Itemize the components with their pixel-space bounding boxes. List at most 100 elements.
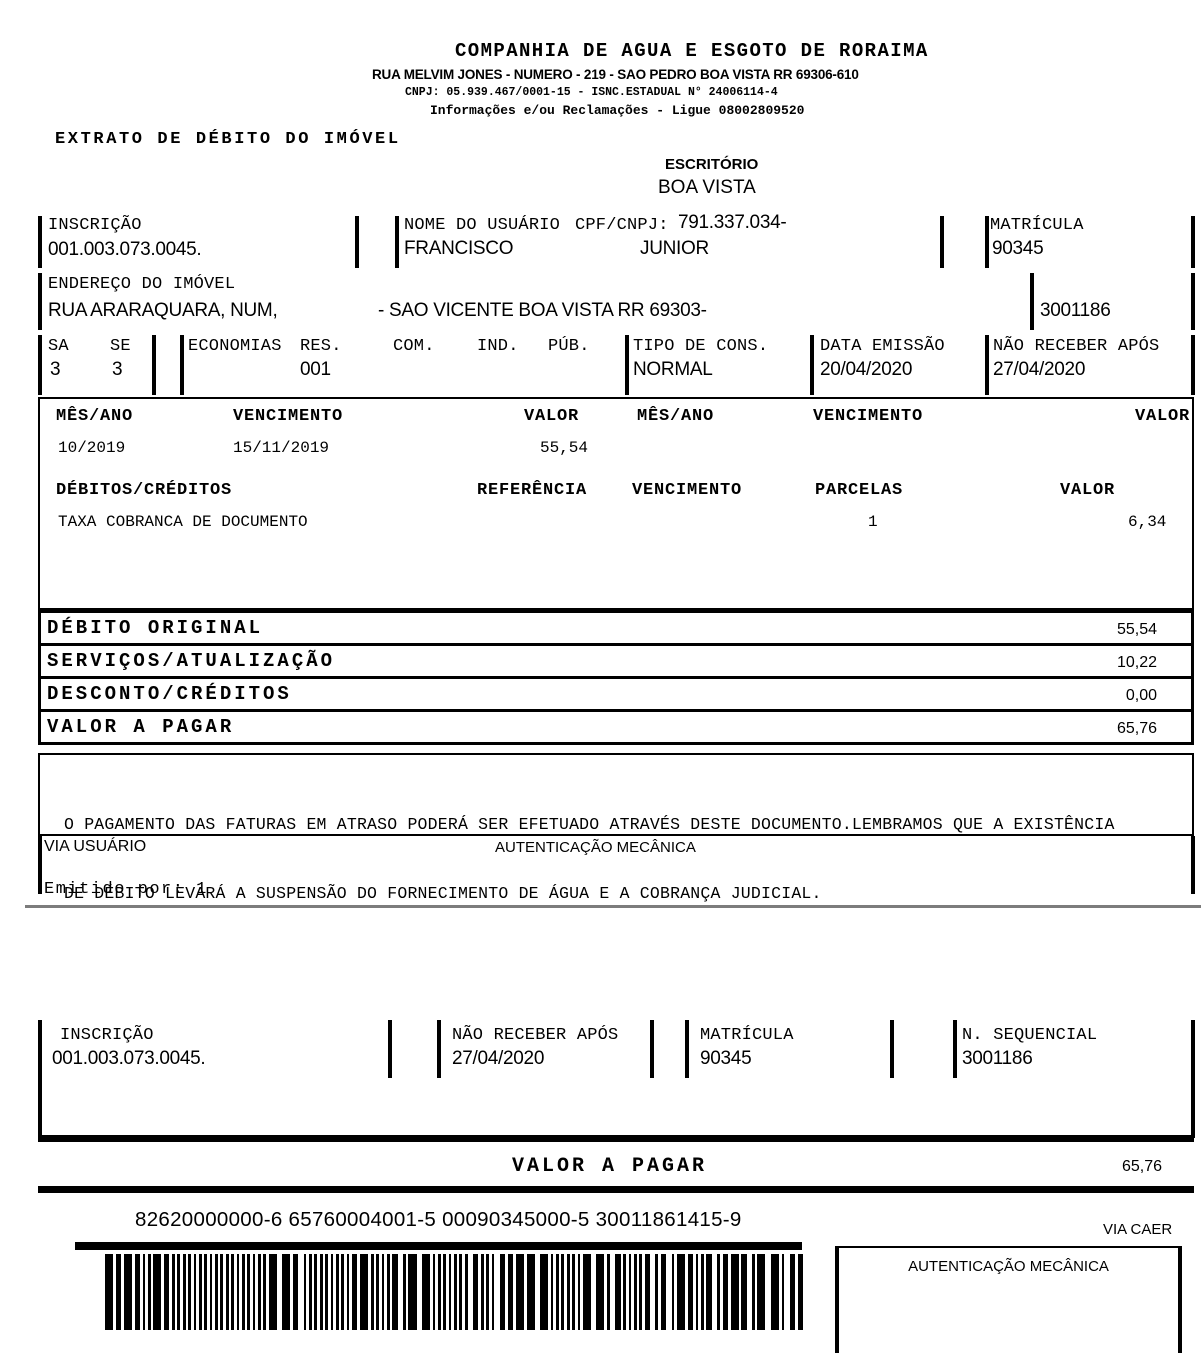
page-title: EXTRATO DE DÉBITO DO IMÓVEL [55,130,401,149]
divider [625,335,629,395]
divider [953,1020,957,1078]
office-label: ESCRITÓRIO [665,156,759,173]
data-emissao-value: 20/04/2020 [820,359,913,380]
credit-row-parcelas: 1 [868,513,878,531]
col-header-valor-2: VALOR [1135,407,1191,426]
autenticacao-mecanica-box-label: AUTENTICAÇÃO MECÂNICA [908,1258,1109,1275]
stub-valor-a-pagar-value: 65,76 [1122,1158,1163,1175]
divider [985,216,989,268]
divider [1191,1020,1195,1138]
matricula-value: 90345 [992,238,1044,259]
notice-line-2: DE DÉBITO LEVARÁ A SUSPENSÃO DO FORNECIM… [64,884,822,903]
divider [1030,273,1034,330]
total-value: 0,00 [1125,687,1157,704]
inscricao-label: INSCRIÇÃO [48,216,142,235]
debit-row-vencimento: 15/11/2019 [233,439,330,457]
stub-sequencial-value: 3001186 [962,1048,1033,1069]
divider [940,216,944,268]
economias-res-label: RES. [300,337,342,356]
divider [180,335,184,395]
divider [388,1020,392,1078]
stub-matricula-label: MATRÍCULA [700,1026,794,1045]
tear-line [25,905,1201,908]
notice-line-1: O PAGAMENTO DAS FATURAS EM ATRASO PODERÁ… [64,815,1115,834]
company-address: RUA MELVIM JONES - NUMERO - 219 - SAO PE… [372,67,859,82]
matricula-label: MATRÍCULA [990,216,1084,235]
divider [395,216,399,268]
stub-valor-a-pagar-label: VALOR A PAGAR [512,1155,708,1178]
notice-box: O PAGAMENTO DAS FATURAS EM ATRASO PODERÁ… [38,753,1194,903]
economias-label: ECONOMIAS [188,337,282,356]
tipo-cons-label: TIPO DE CONS. [633,337,769,356]
col-header-vencimento-3: VENCIMENTO [632,481,743,500]
via-usuario-label: VIA USUÁRIO [44,838,147,855]
credit-row-descricao: TAXA COBRANCA DE DOCUMENTO [58,513,308,531]
stub-sequencial-label: N. SEQUENCIAL [962,1026,1098,1045]
col-header-vencimento: VENCIMENTO [233,407,344,426]
autenticacao-mecanica-box: AUTENTICAÇÃO MECÂNICA [835,1246,1182,1353]
usuario-label: NOME DO USUÁRIO [404,216,561,235]
stub-matricula-value: 90345 [700,1048,752,1069]
total-label: DESCONTO/CRÉDITOS [47,683,292,705]
divider [152,335,156,395]
divider [1191,836,1195,894]
company-cnpj: CNPJ: 05.939.467/0001-15 - ISNC.ESTADUAL… [405,86,778,99]
divider [1191,273,1195,330]
economias-com-label: COM. [393,337,435,356]
divider [38,1020,42,1138]
col-header-mes-ano-2: MÊS/ANO [637,407,715,426]
tipo-cons-value: NORMAL [633,359,713,380]
stub-inscricao-value: 001.003.073.0045. [52,1048,206,1069]
total-value: 10,22 [1116,654,1157,671]
se-label: SE [110,337,131,356]
notice-text: O PAGAMENTO DAS FATURAS EM ATRASO PODERÁ… [64,767,1115,951]
divider [810,335,814,395]
divider [437,1020,441,1078]
divider [685,1020,689,1078]
se-value: 3 [112,359,123,380]
col-header-vencimento-2: VENCIMENTO [813,407,924,426]
debit-row-valor: 55,54 [540,439,589,457]
sa-value: 3 [50,359,61,380]
stub-nao-receber-value: 27/04/2020 [452,1048,545,1069]
divider [650,1020,654,1078]
col-header-valor: VALOR [524,407,580,426]
divider [1191,335,1195,395]
divider [985,335,989,395]
sa-label: SA [48,337,69,356]
usuario-first-name: FRANCISCO [404,238,514,259]
economias-ind-label: IND. [477,337,519,356]
col-header-referencia: REFERÊNCIA [477,481,588,500]
col-header-debitos-creditos: DÉBITOS/CRÉDITOS [56,481,233,500]
data-emissao-label: DATA EMISSÃO [820,337,945,356]
autenticacao-mecanica-label: AUTENTICAÇÃO MECÂNICA [495,839,696,856]
barcode-top-bar [75,1242,802,1250]
credit-row-valor: 6,34 [1128,513,1167,531]
total-row-valor-a-pagar: VALOR A PAGAR 65,76 [38,709,1194,745]
nao-receber-value: 27/04/2020 [993,359,1086,380]
total-label: DÉBITO ORIGINAL [47,617,264,639]
stub-inscricao-label: INSCRIÇÃO [60,1026,154,1045]
total-label: VALOR A PAGAR [47,716,235,738]
economias-res-value: 001 [300,359,331,380]
office-value: BOA VISTA [658,177,756,198]
thick-rule [38,1135,1194,1142]
barcode-digits: 82620000000-6 65760004001-5 00090345000-… [135,1208,742,1231]
total-row-debito-original: DÉBITO ORIGINAL 55,54 [38,610,1194,646]
col-header-valor-3: VALOR [1060,481,1116,500]
total-value: 65,76 [1116,720,1157,737]
thick-rule [38,1186,1194,1193]
emitido-por-text: Emitido por: 1 [44,880,208,899]
endereco-sequencial: 3001186 [1040,300,1111,321]
cpf-label: CPF/CNPJ: [575,216,669,235]
inscricao-value: 001.003.073.0045. [48,239,202,260]
nao-receber-label: NÃO RECEBER APÓS [993,337,1160,356]
col-header-mes-ano: MÊS/ANO [56,407,134,426]
endereco-district: - SAO VICENTE BOA VISTA RR 69303- [378,300,707,321]
endereco-street: RUA ARARAQUARA, NUM, [48,300,278,321]
via-caer-label: VIA CAER [1103,1221,1173,1238]
company-name: COMPANHIA DE AGUA E ESGOTO DE RORAIMA [455,40,929,62]
total-value: 55,54 [1116,621,1157,638]
usuario-last-name: JUNIOR [640,238,709,259]
